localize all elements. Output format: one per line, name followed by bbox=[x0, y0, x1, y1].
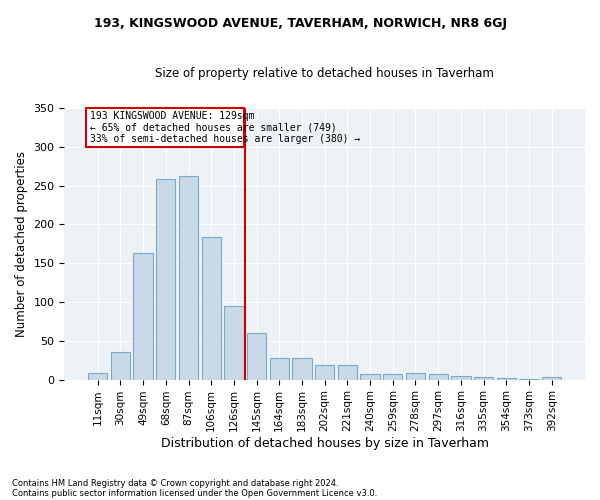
Bar bbox=[292, 358, 311, 380]
Bar bbox=[315, 365, 334, 380]
Title: Size of property relative to detached houses in Taverham: Size of property relative to detached ho… bbox=[155, 68, 494, 80]
Bar bbox=[338, 365, 357, 380]
Bar bbox=[428, 374, 448, 380]
Bar bbox=[542, 378, 562, 380]
Bar bbox=[247, 333, 266, 380]
X-axis label: Distribution of detached houses by size in Taverham: Distribution of detached houses by size … bbox=[161, 437, 489, 450]
Bar bbox=[474, 378, 493, 380]
Bar bbox=[406, 372, 425, 380]
Bar bbox=[88, 374, 107, 380]
Bar bbox=[179, 176, 198, 380]
FancyBboxPatch shape bbox=[86, 108, 244, 147]
Text: 193, KINGSWOOD AVENUE, TAVERHAM, NORWICH, NR8 6GJ: 193, KINGSWOOD AVENUE, TAVERHAM, NORWICH… bbox=[94, 18, 506, 30]
Text: Contains public sector information licensed under the Open Government Licence v3: Contains public sector information licen… bbox=[12, 488, 377, 498]
Bar bbox=[497, 378, 516, 380]
Bar bbox=[361, 374, 380, 380]
Bar bbox=[520, 379, 539, 380]
Bar bbox=[111, 352, 130, 380]
Bar bbox=[133, 253, 153, 380]
Bar bbox=[202, 237, 221, 380]
Bar bbox=[451, 376, 470, 380]
Text: Contains HM Land Registry data © Crown copyright and database right 2024.: Contains HM Land Registry data © Crown c… bbox=[12, 478, 338, 488]
Bar bbox=[156, 180, 175, 380]
Bar bbox=[269, 358, 289, 380]
Y-axis label: Number of detached properties: Number of detached properties bbox=[15, 151, 28, 337]
Text: 193 KINGSWOOD AVENUE: 129sqm
← 65% of detached houses are smaller (749)
33% of s: 193 KINGSWOOD AVENUE: 129sqm ← 65% of de… bbox=[90, 111, 360, 144]
Bar bbox=[383, 374, 403, 380]
Bar bbox=[224, 306, 244, 380]
